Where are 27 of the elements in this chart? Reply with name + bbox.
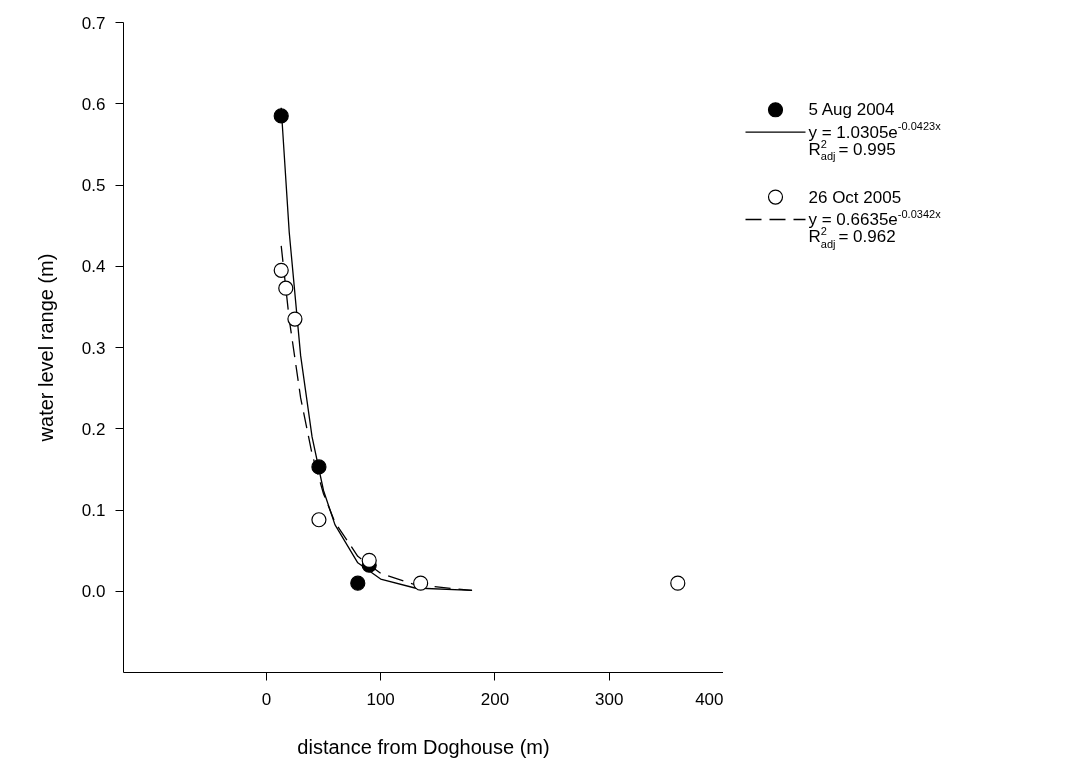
- y-axis-title: water level range (m): [34, 253, 57, 443]
- y-tick-label: 0.5: [81, 176, 106, 195]
- y-tick-label: 0.7: [81, 13, 106, 33]
- point: [670, 575, 686, 591]
- point: [273, 108, 289, 124]
- point: [413, 575, 429, 591]
- y-tick-label: 0.2: [81, 419, 106, 439]
- x-tick-label: 400: [695, 689, 724, 709]
- x-tick-label: 200: [480, 689, 510, 709]
- y-tick-label: 0.0: [81, 582, 106, 602]
- x-axis-title: distance from Doghouse (m): [297, 735, 550, 758]
- point: [311, 459, 327, 475]
- x-tick-label: 0: [261, 689, 272, 709]
- y-tick-label: 0.6: [81, 94, 106, 114]
- legend-label: 26 Oct 2005: [808, 187, 902, 207]
- legend-label: 5 Aug 2004: [808, 100, 895, 120]
- point: [350, 575, 366, 591]
- point: [287, 311, 303, 327]
- point: [278, 280, 294, 296]
- x-tick-label: 100: [366, 689, 395, 709]
- y-tick-label: 0.1: [81, 501, 106, 520]
- y-tick-label: 0.3: [81, 338, 106, 358]
- point: [311, 512, 327, 528]
- point: [273, 262, 289, 278]
- x-tick-label: 300: [595, 689, 624, 709]
- point: [361, 552, 377, 568]
- y-tick-label: 0.4: [81, 257, 106, 277]
